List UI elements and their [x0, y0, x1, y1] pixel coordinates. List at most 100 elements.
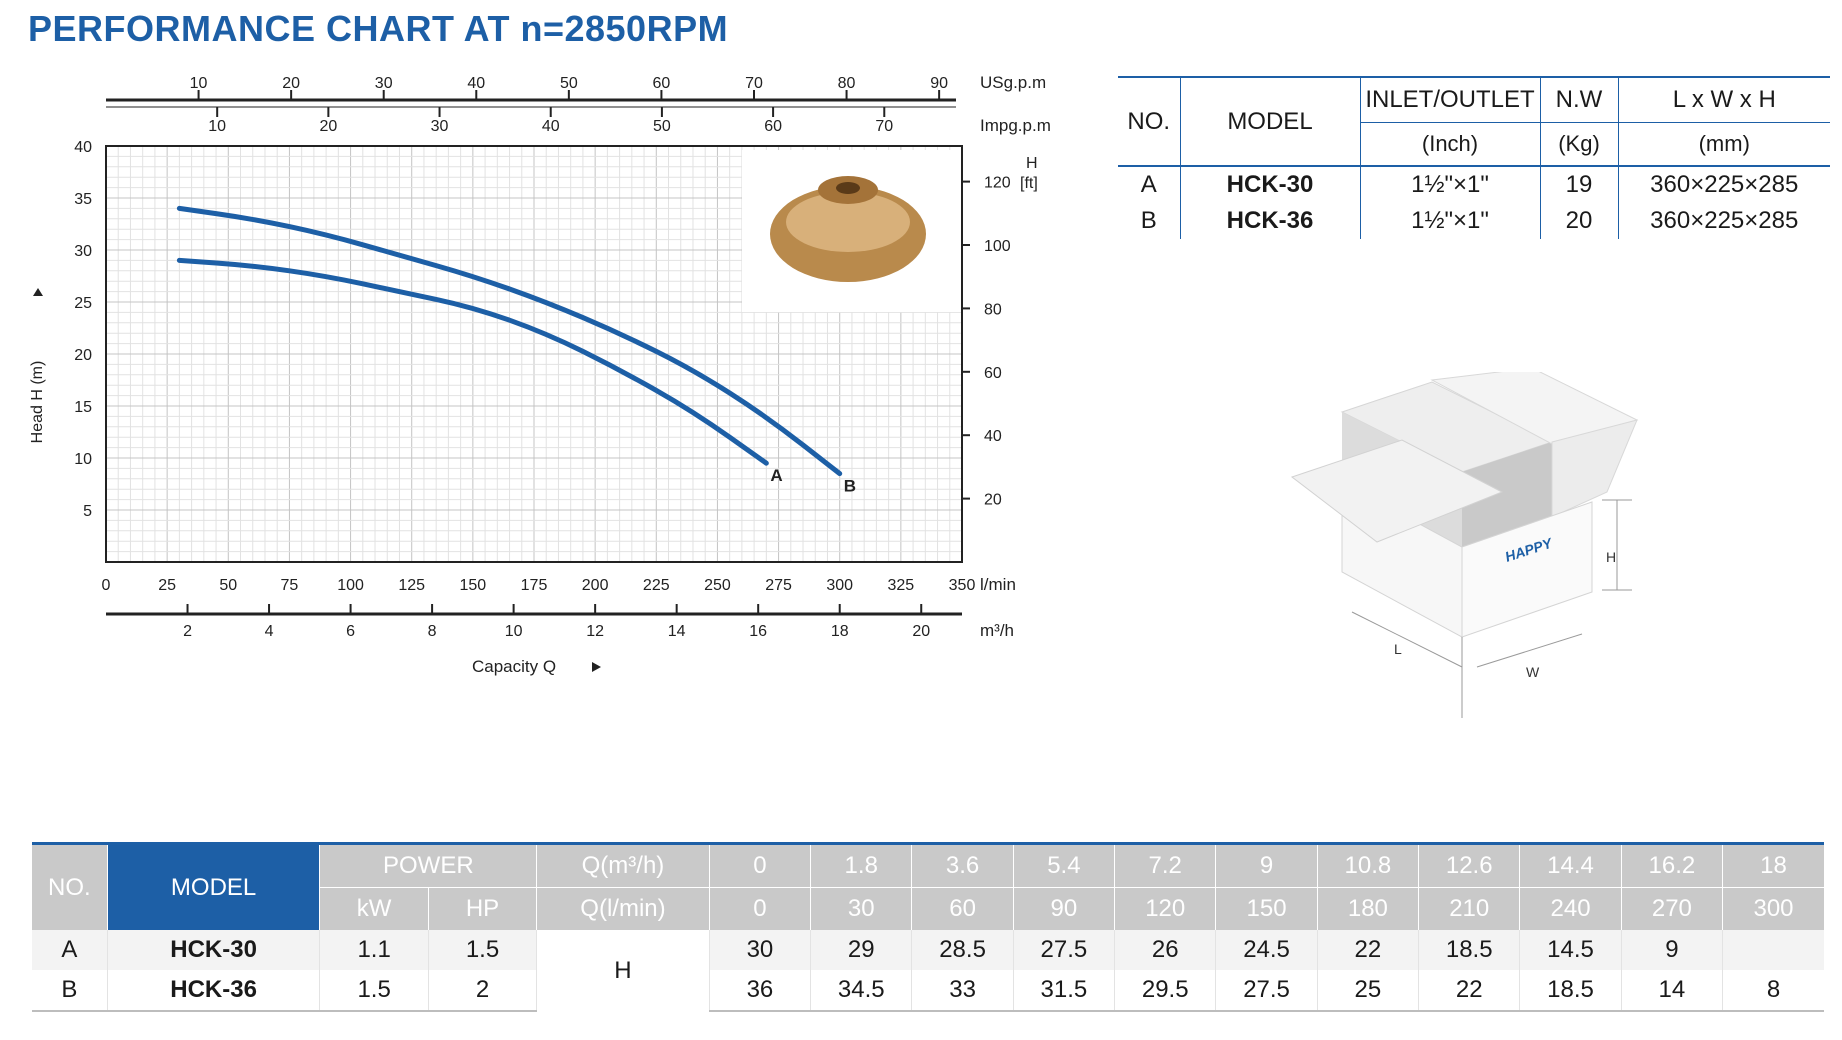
spec-header-dim-unit: (mm) — [1617, 122, 1830, 167]
m3h-tick-label: 16 — [749, 623, 767, 640]
spec-inlet: 1½"×1" — [1359, 166, 1540, 203]
spec-nw: 19 — [1539, 166, 1618, 203]
perf-h-value: 34.5 — [810, 970, 912, 1012]
m3h-unit-label: m³/h — [980, 621, 1014, 640]
x-tick-label: 0 — [102, 577, 111, 594]
perf-no: B — [32, 970, 108, 1012]
q-lmin-value: 90 — [1012, 887, 1115, 930]
impgpm-unit-label: Impg.p.m — [980, 116, 1051, 135]
y-tick-label: 20 — [74, 347, 92, 364]
perf-no: A — [32, 930, 108, 970]
perf-header-q-lmin: Q(l/min) — [536, 887, 710, 930]
ft-tick-label: 20 — [984, 492, 1002, 509]
dimension-label-w: W — [1526, 664, 1540, 680]
impeller-image — [836, 182, 860, 194]
perf-header-hp: HP — [427, 887, 537, 930]
perf-h-value: 18.5 — [1418, 930, 1520, 970]
impgpm-tick-label: 50 — [653, 118, 671, 135]
q-m3h-value: 7.2 — [1114, 842, 1216, 888]
box-front-flap — [1290, 439, 1504, 543]
x-tick-label: 50 — [219, 577, 237, 594]
spec-header-dim: L x W x H — [1617, 76, 1830, 123]
perf-h-value: 29 — [810, 930, 912, 970]
spec-header-nw-unit: (Kg) — [1539, 122, 1618, 167]
q-lmin-value: 210 — [1418, 887, 1520, 930]
q-lmin-value: 150 — [1215, 887, 1318, 930]
x-axis-arrow — [592, 662, 601, 672]
box-front-face — [1461, 501, 1593, 638]
x-tick-label: 250 — [704, 577, 731, 594]
q-m3h-value: 18 — [1722, 842, 1824, 888]
perf-header-kw: kW — [319, 887, 429, 930]
perf-header-model: MODEL — [106, 842, 320, 930]
x-tick-label: 175 — [521, 577, 548, 594]
perf-h-value: 31.5 — [1012, 970, 1115, 1012]
y-tick-label: 25 — [74, 295, 92, 312]
q-m3h-value: 16.2 — [1620, 842, 1723, 888]
x-tick-label: 100 — [337, 577, 364, 594]
perf-hp: 2 — [427, 970, 537, 1012]
m3h-tick-label: 10 — [505, 623, 523, 640]
x-tick-label: 275 — [765, 577, 792, 594]
perf-header-no: NO. — [32, 842, 108, 930]
perf-model: HCK-36 — [106, 970, 320, 1012]
y-axis-arrow — [33, 288, 43, 296]
x-unit-label: l/min — [980, 575, 1016, 594]
spec-header-no: NO. — [1118, 76, 1180, 167]
q-lmin-value: 120 — [1114, 887, 1216, 930]
m3h-tick-label: 12 — [586, 623, 604, 640]
m3h-tick-label: 14 — [668, 623, 686, 640]
usgpm-tick-label: 90 — [930, 75, 948, 92]
q-lmin-value: 0 — [708, 887, 811, 930]
q-lmin-value: 30 — [810, 887, 912, 930]
y-tick-label: 15 — [74, 399, 92, 416]
impeller-image — [786, 192, 910, 252]
perf-h-value: 14 — [1620, 970, 1723, 1012]
x-tick-label: 125 — [398, 577, 425, 594]
perf-h-value: 29.5 — [1114, 970, 1216, 1012]
q-m3h-value: 0 — [708, 842, 811, 888]
ft-tick-label: 120 — [984, 175, 1011, 192]
spec-row: B HCK-36 1½"×1" 20 360×225×285 — [1118, 203, 1830, 239]
x-tick-label: 300 — [826, 577, 853, 594]
spec-dim: 360×225×285 — [1617, 203, 1830, 239]
impgpm-tick-label: 70 — [875, 118, 893, 135]
m3h-tick-label: 4 — [265, 623, 274, 640]
usgpm-unit-label: USg.p.m — [980, 73, 1046, 92]
page-title: PERFORMANCE CHART AT n=2850RPM — [28, 8, 729, 49]
perf-h-value — [1722, 930, 1824, 970]
q-m3h-value: 1.8 — [810, 842, 912, 888]
perf-h-value: 22 — [1316, 930, 1419, 970]
perf-h-value: 24.5 — [1215, 930, 1318, 970]
usgpm-tick-label: 60 — [653, 75, 671, 92]
perf-h-value: 9 — [1620, 930, 1723, 970]
perf-h-value: 30 — [708, 930, 811, 970]
q-lmin-value: 180 — [1316, 887, 1419, 930]
impgpm-tick-label: 20 — [319, 118, 337, 135]
usgpm-tick-label: 80 — [838, 75, 856, 92]
perf-h-value: 27.5 — [1012, 930, 1115, 970]
q-lmin-value: 300 — [1722, 887, 1824, 930]
perf-kw: 1.1 — [319, 930, 429, 970]
spec-header-inlet-unit: (Inch) — [1359, 122, 1540, 167]
y-tick-label: 40 — [74, 139, 92, 156]
ft-tick-label: 40 — [984, 428, 1002, 445]
perf-header-row: kW HP Q(l/min) 0 30 60 90 120 150 180 21… — [32, 887, 1824, 930]
ft-tick-label: 100 — [984, 238, 1011, 255]
dimension-line-l — [1351, 611, 1463, 668]
perf-h-value: 14.5 — [1519, 930, 1622, 970]
m3h-tick-label: 18 — [831, 623, 849, 640]
perf-h-value: 26 — [1114, 930, 1216, 970]
q-m3h-value: 9 — [1215, 842, 1318, 888]
m3h-tick-label: 8 — [428, 623, 437, 640]
spec-inlet: 1½"×1" — [1359, 203, 1540, 239]
x-tick-label: 200 — [582, 577, 609, 594]
m3h-tick-label: 20 — [912, 623, 930, 640]
usgpm-tick-label: 50 — [560, 75, 578, 92]
packing-box-illustration: HAPPY H L W — [1290, 372, 1639, 718]
performance-table: NO. MODEL POWER Q(m³/h) 0 1.8 3.6 5.4 7.… — [32, 842, 1824, 1012]
spec-dim: 360×225×285 — [1617, 166, 1830, 203]
spec-no: B — [1140, 207, 1157, 234]
perf-hp: 1.5 — [427, 930, 537, 970]
perf-h-value: 25 — [1316, 970, 1419, 1012]
